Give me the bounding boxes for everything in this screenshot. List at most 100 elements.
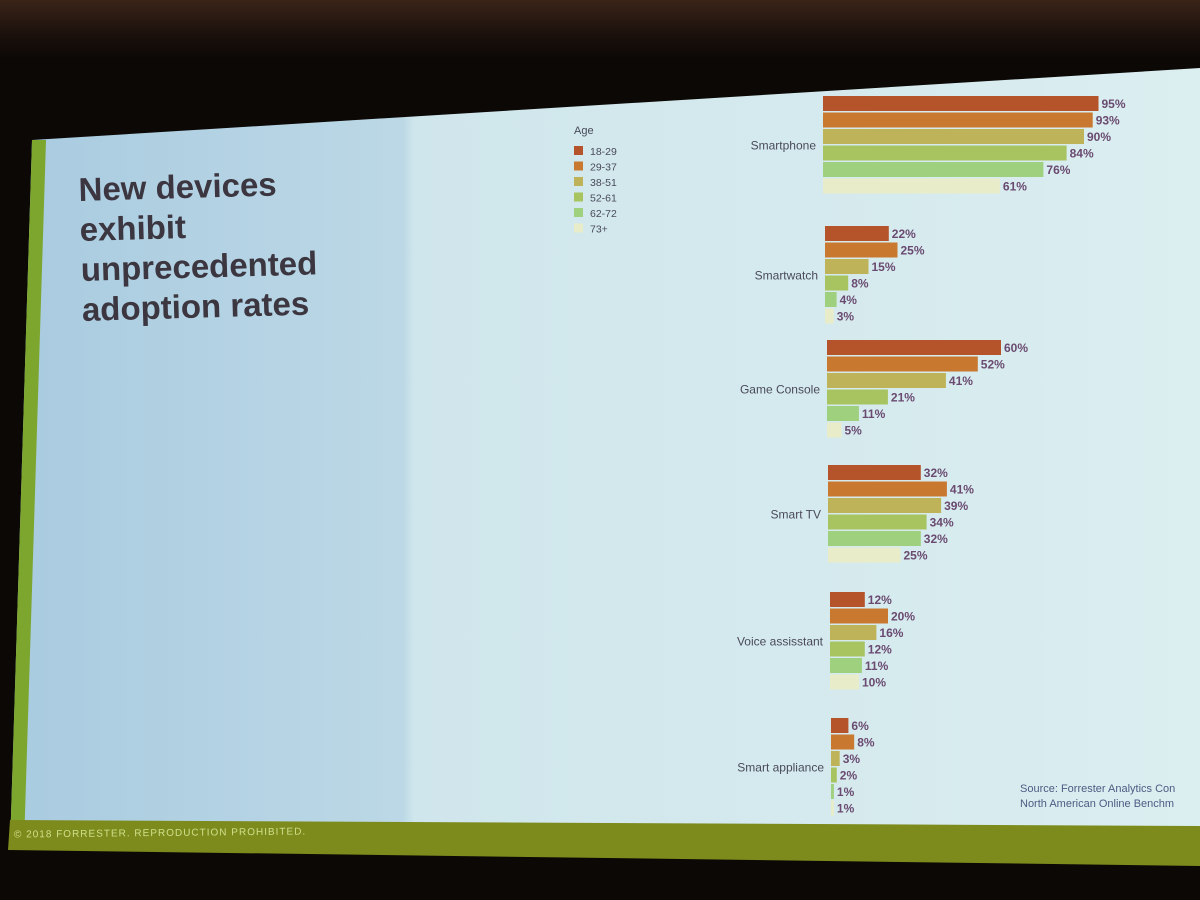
- bar: [825, 292, 837, 307]
- bar-value-label: 5%: [845, 424, 863, 438]
- legend-label-18-29: 18-29: [590, 146, 617, 158]
- bar-value-label: 12%: [868, 593, 892, 607]
- bar: [830, 625, 877, 640]
- bar: [831, 784, 834, 799]
- bar-value-label: 41%: [949, 374, 973, 388]
- source-line-1: Source: Forrester Analytics Con: [1020, 783, 1176, 795]
- bar-value-label: 41%: [950, 483, 974, 497]
- green-left-edge: [10, 140, 46, 848]
- bar-value-label: 6%: [851, 719, 869, 733]
- legend-title: Age: [574, 125, 594, 137]
- bar: [830, 608, 888, 624]
- bar-value-label: 15%: [872, 260, 896, 274]
- bar-value-label: 39%: [944, 499, 968, 513]
- bar: [825, 242, 898, 258]
- bar-value-label: 4%: [840, 293, 858, 307]
- bar: [828, 481, 947, 497]
- legend-label-52-61: 52-61: [590, 193, 617, 205]
- slide-surface: [10, 68, 1200, 848]
- bar-value-label: 32%: [924, 532, 948, 546]
- bar-value-label: 90%: [1087, 130, 1111, 144]
- legend-swatch-62-72: [574, 208, 583, 217]
- bar: [830, 674, 859, 690]
- bar: [831, 718, 849, 733]
- bar: [831, 800, 834, 816]
- category-label: Game Console: [740, 383, 820, 397]
- bar-value-label: 1%: [837, 785, 855, 799]
- bar: [827, 389, 888, 405]
- bar: [825, 275, 849, 291]
- bar-value-label: 84%: [1070, 147, 1094, 161]
- bar: [825, 308, 834, 324]
- bar: [828, 531, 921, 546]
- legend-swatch-18-29: [574, 146, 583, 155]
- legend-swatch-29-37: [574, 161, 583, 171]
- bar: [823, 145, 1067, 161]
- bar-value-label: 93%: [1096, 114, 1120, 128]
- legend-swatch-73+: [574, 223, 583, 233]
- bar: [827, 340, 1001, 355]
- bar: [823, 129, 1084, 144]
- bar-value-label: 95%: [1102, 97, 1126, 111]
- bar: [831, 751, 840, 766]
- category-label: Smartwatch: [755, 269, 818, 283]
- bar-value-label: 25%: [904, 549, 928, 563]
- room-ceiling: [0, 0, 1200, 60]
- bar: [830, 658, 862, 673]
- bar-value-label: 60%: [1004, 341, 1028, 355]
- bar: [823, 96, 1099, 111]
- bar: [827, 373, 946, 388]
- bar: [830, 641, 865, 657]
- bar-value-label: 10%: [862, 676, 886, 690]
- bar: [828, 465, 921, 480]
- bar-value-label: 61%: [1003, 180, 1027, 194]
- legend-label-62-72: 62-72: [590, 208, 617, 220]
- bar: [825, 259, 869, 274]
- bar: [823, 162, 1044, 177]
- bar-value-label: 11%: [865, 659, 889, 673]
- bar: [827, 356, 978, 372]
- source-note: Source: Forrester Analytics Con North Am…: [1020, 782, 1175, 812]
- legend-label-73+: 73+: [590, 224, 608, 236]
- bar: [827, 422, 842, 438]
- bar-value-label: 76%: [1046, 163, 1070, 177]
- bar: [823, 112, 1093, 128]
- legend-swatch-52-61: [574, 192, 583, 202]
- bar: [831, 767, 837, 783]
- bar-value-label: 22%: [892, 227, 916, 241]
- bar-value-label: 8%: [857, 736, 875, 750]
- bar-value-label: 12%: [868, 643, 892, 657]
- category-label: Smart appliance: [737, 761, 824, 775]
- bar: [828, 514, 927, 530]
- bar-value-label: 25%: [901, 244, 925, 258]
- legend-label-29-37: 29-37: [590, 162, 617, 174]
- bar-value-label: 8%: [851, 277, 869, 291]
- category-label: Voice assisstant: [737, 635, 824, 649]
- green-footer-band: [8, 820, 1200, 866]
- bar: [830, 592, 865, 607]
- bar: [828, 498, 942, 513]
- bar-value-label: 20%: [891, 610, 915, 624]
- bar-value-label: 2%: [840, 769, 858, 783]
- bar: [823, 178, 1000, 194]
- source-line-2: North American Online Benchm: [1020, 798, 1175, 810]
- bar-value-label: 3%: [843, 752, 861, 766]
- legend-swatch-38-51: [574, 177, 583, 186]
- bar-value-label: 3%: [837, 310, 855, 324]
- legend-label-38-51: 38-51: [590, 177, 617, 189]
- bar-value-label: 1%: [837, 802, 855, 816]
- bar-value-label: 34%: [930, 516, 954, 530]
- bar: [828, 547, 901, 563]
- category-label: Smart TV: [771, 508, 821, 522]
- bar: [831, 734, 855, 750]
- bar-value-label: 52%: [981, 358, 1005, 372]
- category-label: Smartphone: [751, 139, 817, 153]
- bar-value-label: 11%: [862, 407, 886, 421]
- bar-value-label: 21%: [891, 391, 915, 405]
- bar: [825, 226, 889, 241]
- bar-value-label: 16%: [879, 626, 903, 640]
- bar-value-label: 32%: [924, 466, 948, 480]
- bar: [827, 406, 859, 421]
